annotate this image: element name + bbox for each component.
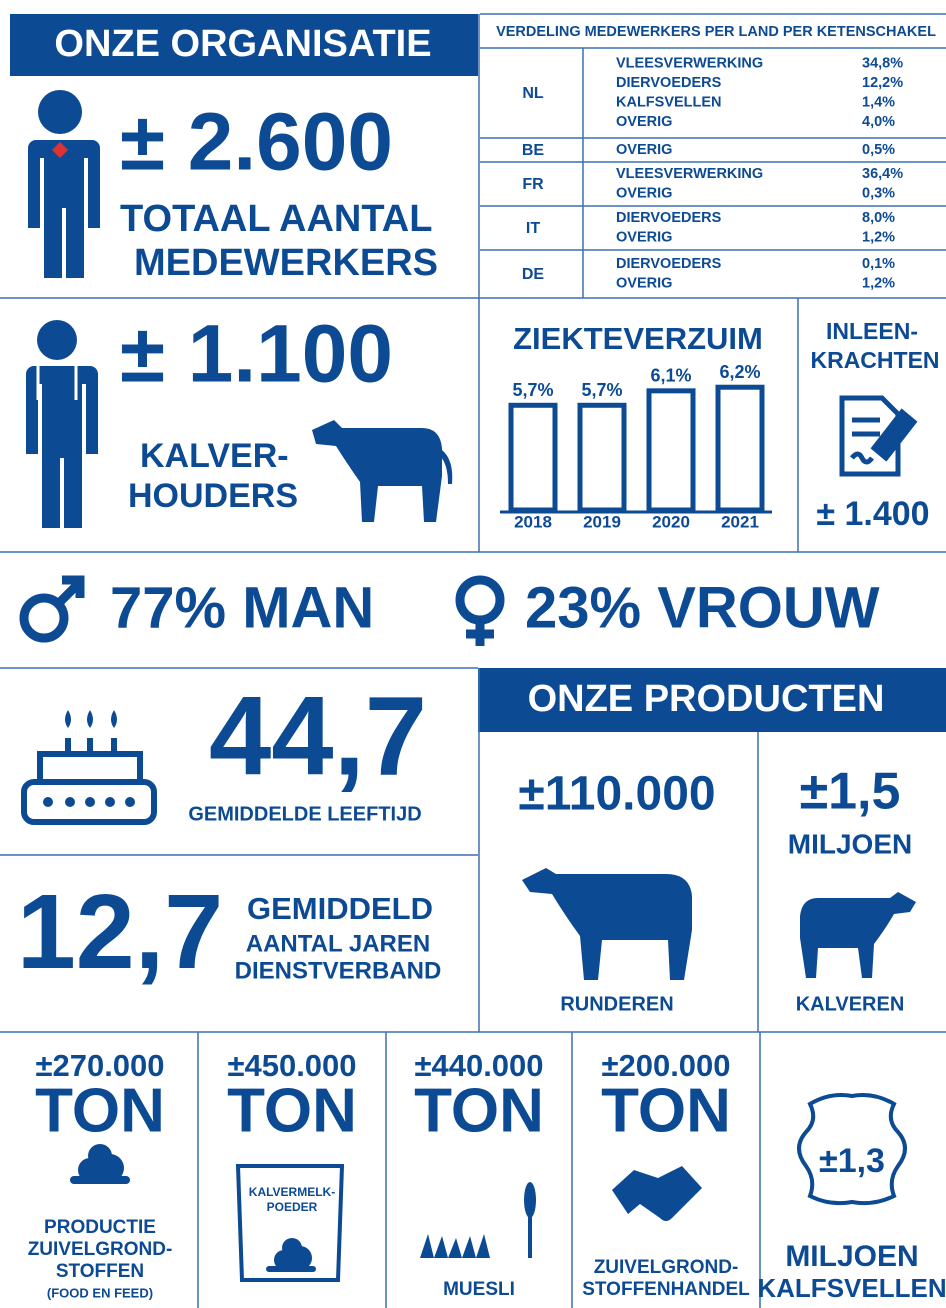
percentage: 1,4% (862, 95, 895, 111)
unit: TON (227, 1076, 357, 1145)
big-number: ±1,5 (800, 763, 901, 821)
percentage: 4,0% (862, 114, 895, 130)
infographic: ONZE ORGANISATIE ONZE PRODUCTEN VERDELIN… (0, 0, 946, 1308)
unit: TON (601, 1076, 731, 1145)
bottom-row: ±270.000TONPRODUCTIEZUIVELGROND-STOFFEN(… (28, 1048, 946, 1303)
cake-decor (43, 710, 135, 807)
big-number: 44,7 (209, 674, 427, 799)
gender-stat: 77% MAN (110, 575, 374, 640)
label: GEMIDDELDE LEEFTIJD (188, 803, 421, 825)
x-tick-label: 2021 (721, 512, 759, 531)
chart-title: ZIEKTEVERZUIM (513, 321, 763, 356)
cow-icon (522, 868, 692, 980)
big-number: ± 2.600 (120, 97, 393, 188)
label: KALFSVELLEN (757, 1273, 946, 1303)
bar (580, 405, 624, 510)
label: ZUIVELGROND- (594, 1257, 739, 1278)
chain-link: DIERVOEDERS (616, 256, 722, 272)
value-label: 5,7% (581, 380, 622, 400)
amount: ±1,3 (819, 1142, 885, 1180)
label: PRODUCTIE (44, 1217, 156, 1238)
country: FR (522, 176, 544, 193)
label: STOFFENHANDEL (582, 1279, 750, 1300)
percentage: 0,3% (862, 186, 895, 202)
x-tick-label: 2018 (514, 512, 552, 531)
section-title: ONZE ORGANISATIE (54, 23, 431, 65)
percentage: 0,1% (862, 256, 895, 272)
unit: TON (35, 1076, 165, 1145)
percentage: 34,8% (862, 56, 903, 72)
male-symbol (24, 580, 80, 638)
chain-link: DIERVOEDERS (616, 75, 722, 91)
label: KALVEREN (796, 993, 905, 1015)
farmer-icon (24, 320, 98, 528)
calf-icon (312, 420, 452, 522)
chain-link: OVERIG (616, 230, 672, 246)
person-icon (28, 90, 100, 278)
big-number: 12,7 (17, 873, 223, 991)
big-number: ±110.000 (518, 768, 715, 821)
label: MILJOEN (785, 1240, 918, 1273)
percentage: 0,5% (862, 142, 895, 158)
label: DIENSTVERBAND (235, 957, 442, 984)
label: GEMIDDELD (247, 891, 433, 926)
bag-label: POEDER (267, 1200, 318, 1214)
value-label: 6,1% (650, 366, 691, 386)
calf-icon (800, 892, 916, 978)
x-tick-label: 2020 (652, 512, 690, 531)
value-label: 5,7% (512, 380, 553, 400)
section-title: ONZE PRODUCTEN (528, 678, 885, 720)
unit: TON (414, 1076, 544, 1145)
big-number: ± 1.400 (816, 495, 929, 533)
value-label: 6,2% (719, 362, 760, 382)
label: MUESLI (443, 1279, 515, 1300)
label: ZUIVELGROND- (28, 1239, 173, 1260)
bar (511, 405, 555, 510)
chain-link: KALFSVELLEN (616, 95, 722, 111)
bar (718, 387, 762, 510)
percentage: 36,4% (862, 166, 903, 182)
big-number: ± 1.100 (120, 309, 393, 400)
label: MILJOEN (788, 828, 912, 859)
bar (649, 391, 693, 510)
percentage: 1,2% (862, 276, 895, 292)
document-icon (842, 398, 914, 474)
label: INLEEN- (826, 318, 918, 344)
gender-stat: 23% VROUW (525, 575, 880, 640)
country: NL (522, 85, 544, 102)
bag-label: KALVERMELK- (249, 1185, 335, 1199)
label: TOTAAL AANTAL (120, 198, 432, 240)
percentage: 12,2% (862, 75, 903, 91)
chain-link: OVERIG (616, 276, 672, 292)
chain-link: VLEESVERWERKING (616, 56, 763, 72)
chain-link: VLEESVERWERKING (616, 166, 763, 182)
note: (FOOD EN FEED) (47, 1285, 153, 1300)
percentage: 1,2% (862, 230, 895, 246)
label: KRACHTEN (810, 347, 939, 373)
chain-link: OVERIG (616, 114, 672, 130)
label: KALVER- (140, 437, 289, 475)
label: MEDEWERKERS (134, 242, 438, 284)
chain-link: OVERIG (616, 186, 672, 202)
label: STOFFEN (56, 1261, 144, 1282)
label: HOUDERS (128, 477, 298, 515)
country: DE (522, 266, 545, 283)
country: BE (522, 142, 545, 159)
label: RUNDEREN (560, 993, 673, 1015)
percentage: 8,0% (862, 210, 895, 226)
table-title: VERDELING MEDEWERKERS PER LAND PER KETEN… (496, 24, 936, 40)
table: NL VLEESVERWERKING 34,8% DIERVOEDERS 12,2% KA… (522, 56, 903, 292)
bar-chart: 5,7% 2018 5,7% 2019 6,1% 2020 6,2% 2021 (500, 362, 772, 532)
label: AANTAL JAREN (246, 930, 430, 957)
x-tick-label: 2019 (583, 512, 621, 531)
cake-icon (24, 738, 154, 822)
female-symbol (460, 580, 500, 646)
chain-link: DIERVOEDERS (616, 210, 722, 226)
country: IT (526, 220, 540, 237)
chain-link: OVERIG (616, 142, 672, 158)
